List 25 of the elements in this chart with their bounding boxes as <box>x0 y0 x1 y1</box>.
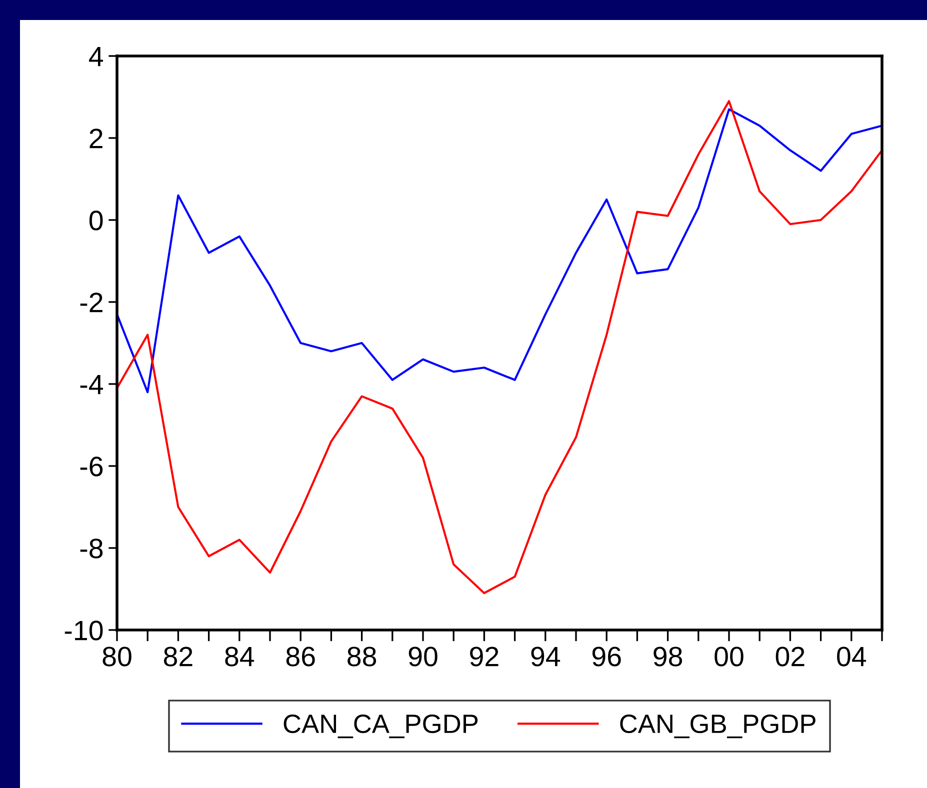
line-series <box>117 100 882 594</box>
y-tick-label: 4 <box>88 46 103 66</box>
legend-label: CAN_CA_PGDP <box>284 714 478 738</box>
x-tick-label: 80 <box>102 646 132 666</box>
x-tick-label: 92 <box>470 646 498 666</box>
y-tick-label: -6 <box>80 456 103 476</box>
x-tick-label: 88 <box>348 646 376 666</box>
x-tick-label: 00 <box>714 646 744 666</box>
legend-label: CAN_GB_PGDP <box>620 714 816 738</box>
x-tick-label: 02 <box>776 646 804 666</box>
x-tick-label: 90 <box>408 646 438 666</box>
x-tick-label: 96 <box>592 646 621 666</box>
x-tick-label: 94 <box>531 646 560 666</box>
x-tick-label: 98 <box>654 646 682 666</box>
y-tick-label: -4 <box>80 374 103 394</box>
y-tick-label: -8 <box>80 538 103 558</box>
y-tick-label: -2 <box>80 292 102 312</box>
y-tick-label: -10 <box>64 620 103 640</box>
x-tick-label: 86 <box>286 646 315 666</box>
line-series <box>117 108 882 394</box>
x-tick-label: 04 <box>837 646 866 666</box>
x-tick-label: 84 <box>225 646 254 666</box>
y-tick-label: 0 <box>89 210 103 230</box>
x-tick-label: 82 <box>164 646 192 666</box>
y-tick-label: 2 <box>90 128 102 148</box>
